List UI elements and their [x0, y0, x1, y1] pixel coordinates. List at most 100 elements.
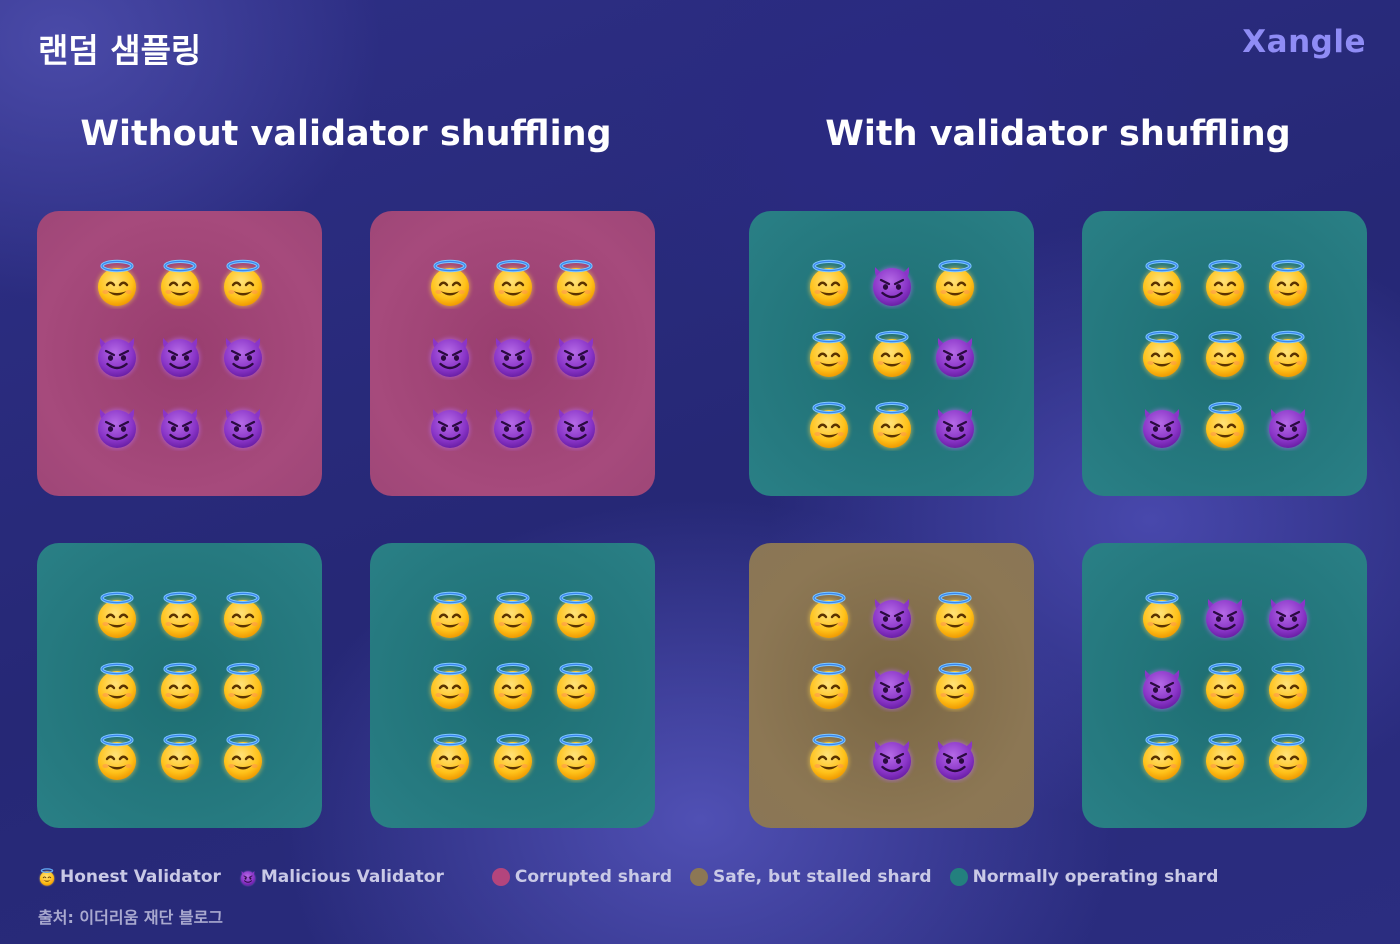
- angel-face-icon: [1193, 318, 1256, 389]
- devil-face-icon: [148, 318, 211, 389]
- legend-normal: Normally operating shard: [949, 867, 1219, 887]
- angel-face-icon: [418, 650, 481, 721]
- angel-face-icon: [1193, 389, 1256, 460]
- angel-face-icon: [148, 579, 211, 650]
- shard-card-normal: [1082, 543, 1367, 828]
- devil-face-icon: [418, 318, 481, 389]
- angel-face-icon: [481, 650, 544, 721]
- stalled-dot: [690, 868, 709, 886]
- legend-stalled: Safe, but stalled shard: [690, 867, 932, 887]
- angel-face-icon: [797, 650, 860, 721]
- angel-face-icon: [418, 579, 481, 650]
- angel-face-icon: [481, 247, 544, 318]
- devil-face-icon: [85, 389, 148, 460]
- validator-grid: [797, 591, 986, 781]
- shard-card-stalled: [749, 543, 1034, 828]
- angel-face-icon: [148, 247, 211, 318]
- corrupted-dot: [491, 868, 510, 886]
- shard-card-corrupted: [37, 211, 322, 496]
- devil-face-icon: [544, 389, 607, 460]
- devil-face-icon: [481, 318, 544, 389]
- angel-face-icon: [1130, 579, 1193, 650]
- angel-face-icon: [1256, 721, 1319, 792]
- devil-face-icon: [923, 389, 986, 460]
- devil-face-icon: [1130, 389, 1193, 460]
- validator-grid: [1130, 591, 1319, 781]
- devil-face-icon: [1193, 579, 1256, 650]
- legend-malicious: Malicious Validator: [239, 867, 444, 887]
- angel-face-icon: [148, 721, 211, 792]
- angel-face-icon: [544, 650, 607, 721]
- angel-face-icon: [85, 650, 148, 721]
- legend-normal-label: Normally operating shard: [972, 867, 1219, 887]
- angel-face-icon: [923, 247, 986, 318]
- angel-face-icon: [797, 721, 860, 792]
- devil-face-icon: [85, 318, 148, 389]
- angel-face-icon: [481, 721, 544, 792]
- validator-grid: [85, 591, 274, 781]
- angel-face-icon: [85, 247, 148, 318]
- angel-face-icon: [544, 247, 607, 318]
- devil-face-icon: [923, 318, 986, 389]
- angel-face-icon: [860, 318, 923, 389]
- angel-face-icon: [923, 579, 986, 650]
- validator-grid: [418, 591, 607, 781]
- legend-malicious-label: Malicious Validator: [260, 867, 444, 887]
- angel-face-icon: [481, 579, 544, 650]
- angel-face-icon: [860, 389, 923, 460]
- devil-face-icon: [860, 579, 923, 650]
- angel-face-icon: [211, 247, 274, 318]
- legend: Honest Validator Malicious Validator Cor…: [38, 866, 1236, 888]
- shard-card-normal: [1082, 211, 1367, 496]
- angel-face-icon: [797, 318, 860, 389]
- angel-face-icon: [211, 721, 274, 792]
- devil-face-icon: [860, 650, 923, 721]
- shard-card-normal: [37, 543, 322, 828]
- angel-face-icon: [797, 389, 860, 460]
- legend-honest-label: Honest Validator: [60, 867, 221, 887]
- angel-face-icon: [797, 579, 860, 650]
- devil-face-icon: [1130, 650, 1193, 721]
- legend-honest: Honest Validator: [38, 867, 221, 887]
- angel-face-icon: [38, 867, 56, 887]
- angel-face-icon: [797, 247, 860, 318]
- legend-corrupted-label: Corrupted shard: [514, 867, 673, 887]
- page-title: 랜덤 샘플링: [38, 31, 202, 70]
- devil-face-icon: [211, 389, 274, 460]
- panel-heading-with-shuffling: With validator shuffling: [825, 114, 1291, 154]
- devil-face-icon: [211, 318, 274, 389]
- angel-face-icon: [1130, 247, 1193, 318]
- devil-face-icon: [239, 867, 257, 887]
- angel-face-icon: [148, 650, 211, 721]
- devil-face-icon: [148, 389, 211, 460]
- angel-face-icon: [211, 650, 274, 721]
- xangle-logo: Xangle: [1242, 24, 1366, 60]
- shard-card-normal: [370, 543, 655, 828]
- angel-face-icon: [544, 721, 607, 792]
- legend-corrupted: Corrupted shard: [491, 867, 673, 887]
- devil-face-icon: [860, 721, 923, 792]
- shard-card-normal: [749, 211, 1034, 496]
- angel-face-icon: [1193, 650, 1256, 721]
- angel-face-icon: [1193, 721, 1256, 792]
- angel-face-icon: [211, 579, 274, 650]
- angel-face-icon: [1256, 650, 1319, 721]
- angel-face-icon: [1256, 318, 1319, 389]
- angel-face-icon: [1130, 721, 1193, 792]
- angel-face-icon: [923, 650, 986, 721]
- angel-face-icon: [1193, 247, 1256, 318]
- source-caption: 출처: 이더리움 재단 블로그: [38, 908, 224, 927]
- devil-face-icon: [418, 389, 481, 460]
- validator-grid: [797, 259, 986, 449]
- angel-face-icon: [418, 247, 481, 318]
- devil-face-icon: [1256, 579, 1319, 650]
- angel-face-icon: [544, 579, 607, 650]
- shard-card-corrupted: [370, 211, 655, 496]
- devil-face-icon: [923, 721, 986, 792]
- validator-grid: [418, 259, 607, 449]
- legend-stalled-label: Safe, but stalled shard: [713, 867, 932, 887]
- validator-grid: [85, 259, 274, 449]
- validator-grid: [1130, 259, 1319, 449]
- angel-face-icon: [85, 579, 148, 650]
- devil-face-icon: [544, 318, 607, 389]
